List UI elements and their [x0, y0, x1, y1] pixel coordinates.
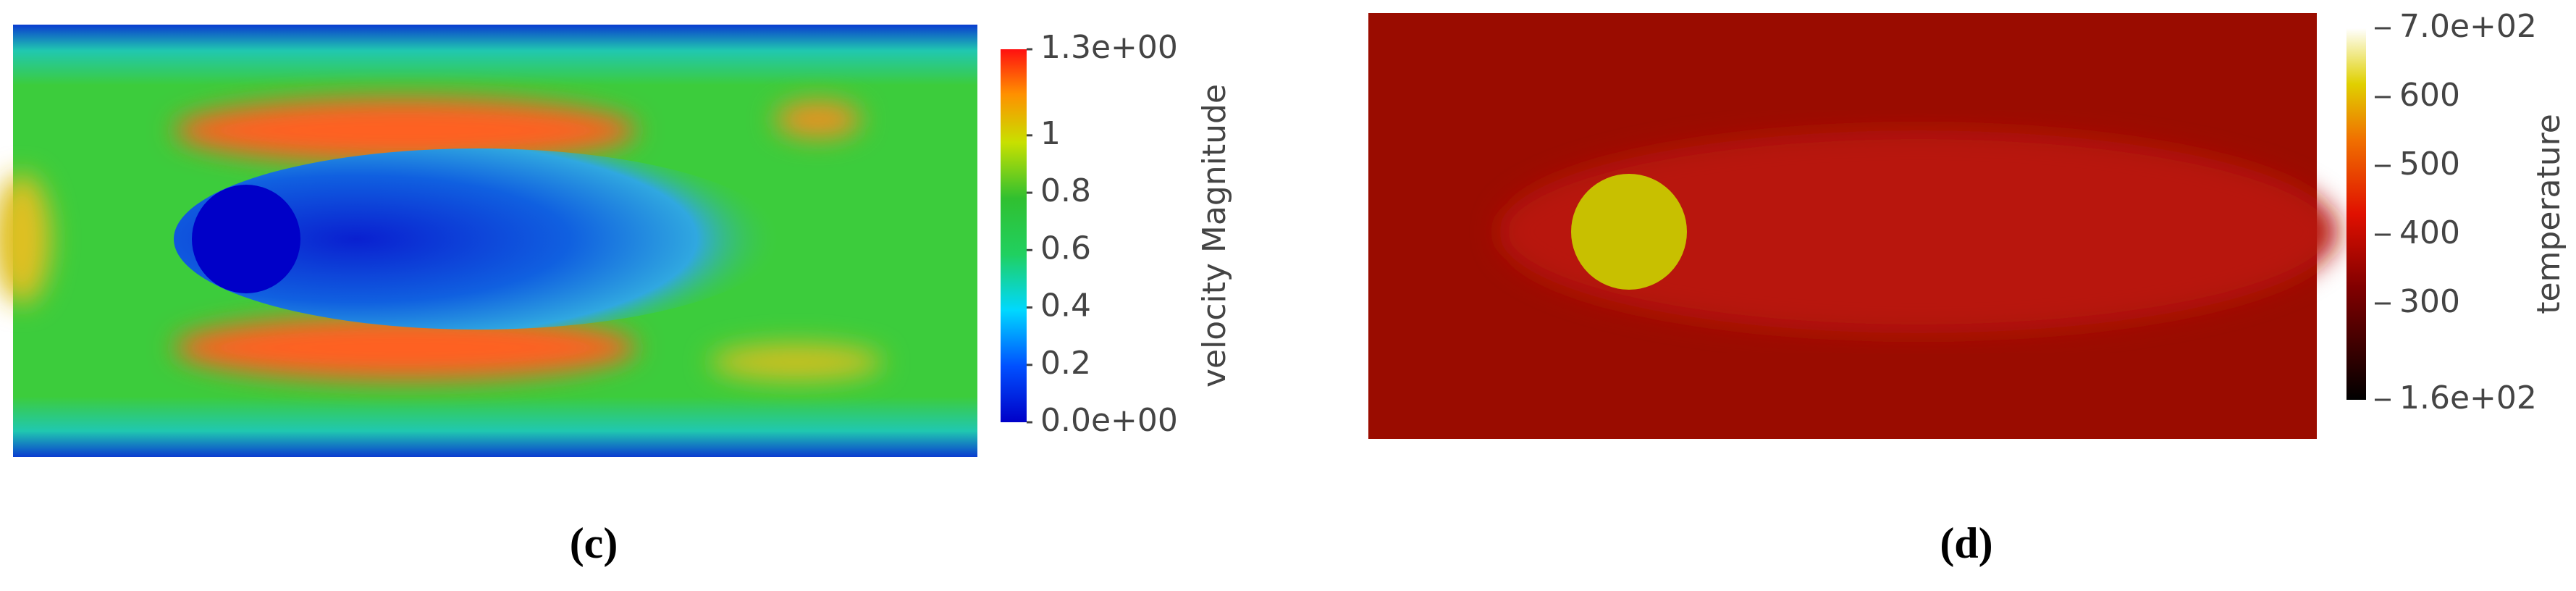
tick-label: 7.0e+02 — [2399, 8, 2537, 45]
tick-label: 500 — [2399, 146, 2460, 183]
tick-label: 400 — [2399, 214, 2460, 251]
tick-label: 1.6e+02 — [2399, 380, 2537, 416]
tick-label: 1 — [1040, 115, 1061, 152]
colorbar-title: velocity Magnitude — [1196, 84, 1233, 387]
tick-label: 300 — [2399, 283, 2460, 320]
caption: (d) — [1940, 519, 1992, 567]
tick-label: 0.4 — [1040, 288, 1091, 324]
tick-label: 600 — [2399, 77, 2460, 114]
colorbar — [2346, 28, 2366, 400]
tick-label: 0.6 — [1040, 230, 1091, 267]
tick-label: 0.0e+00 — [1040, 402, 1178, 439]
temperature-field — [1368, 13, 2339, 439]
tick-label: 0.8 — [1040, 172, 1091, 209]
colorbar-title: temperature — [2530, 114, 2567, 314]
caption: (c) — [570, 519, 618, 567]
tick-label: 0.2 — [1040, 345, 1091, 382]
colorbar — [1001, 49, 1027, 422]
tick-label: 1.3e+00 — [1040, 29, 1178, 66]
velocity-field — [0, 25, 977, 457]
